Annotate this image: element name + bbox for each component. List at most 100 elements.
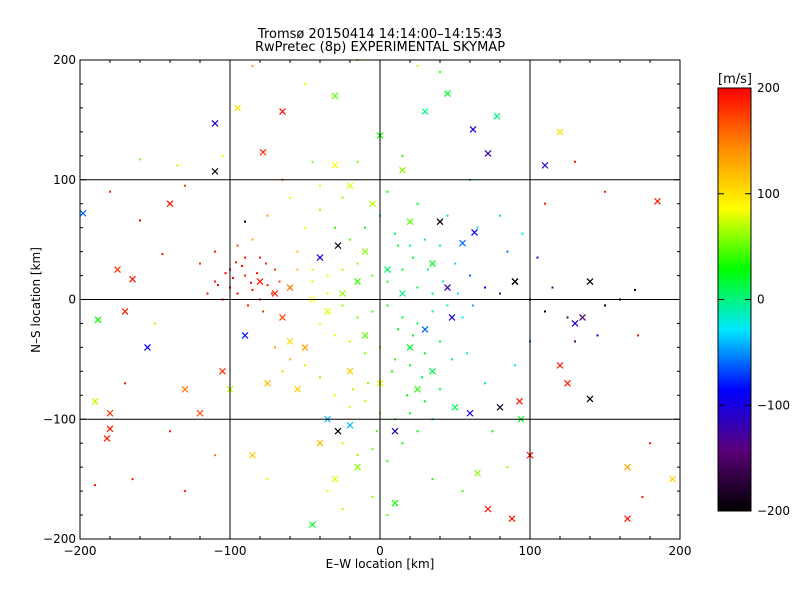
data-point-dot xyxy=(214,280,216,283)
data-point-dot xyxy=(596,334,599,337)
data-point-x xyxy=(211,120,219,127)
colorbar-tick-label: 200 xyxy=(757,81,780,95)
x-tick-label: 100 xyxy=(519,544,542,558)
data-point-x xyxy=(271,290,279,297)
data-point-x xyxy=(196,409,204,417)
data-point-x xyxy=(103,434,111,442)
y-tick-label: 0 xyxy=(68,293,76,307)
data-point-dot xyxy=(289,358,291,361)
data-point-x xyxy=(346,182,354,190)
data-point-dot xyxy=(296,268,299,271)
data-point-x xyxy=(586,278,594,285)
data-point-dot xyxy=(274,346,276,349)
data-point-x xyxy=(286,284,294,291)
data-point-dot xyxy=(409,364,411,367)
data-point-x xyxy=(406,218,414,226)
data-point-dot xyxy=(349,340,351,343)
data-point-dot xyxy=(124,382,126,385)
data-point-x xyxy=(384,266,391,273)
data-point-dot xyxy=(454,262,456,265)
data-point-dot xyxy=(139,158,141,161)
data-point-dot xyxy=(446,214,449,217)
data-point-dot xyxy=(251,288,254,291)
data-point-dot xyxy=(401,316,404,319)
data-point-x xyxy=(294,385,301,393)
data-point-dot xyxy=(649,442,651,445)
data-point-x xyxy=(339,290,346,297)
x-tick-label: −100 xyxy=(214,544,247,558)
data-point-x xyxy=(579,314,586,321)
data-point-dot xyxy=(386,304,389,307)
data-point-dot xyxy=(169,430,171,433)
data-point-dot xyxy=(319,322,321,325)
data-point-x xyxy=(211,167,219,175)
data-point-dot xyxy=(232,276,234,279)
data-point-x xyxy=(391,499,399,507)
data-point-dot xyxy=(221,154,224,157)
data-point-x xyxy=(429,367,436,375)
data-point-dot xyxy=(139,219,141,222)
data-point-x xyxy=(474,469,481,477)
data-point-dot xyxy=(476,226,479,229)
data-point-dot xyxy=(574,160,576,163)
data-point-dot xyxy=(241,264,243,267)
data-point-x xyxy=(496,403,504,411)
data-point-x xyxy=(94,316,102,324)
chart-title-line1: Tromsø 20150414 14:14:00–14:15:43 xyxy=(257,27,502,42)
data-point-dot xyxy=(266,478,269,481)
data-point-x xyxy=(421,108,429,115)
data-point-x xyxy=(399,290,406,297)
data-point-dot xyxy=(289,196,291,199)
data-point-dot xyxy=(416,64,419,67)
data-point-dot xyxy=(94,484,96,487)
data-point-x xyxy=(586,395,594,403)
data-point-x xyxy=(114,266,121,273)
colorbar-ticks: 200 100 0 −100 −200 xyxy=(718,81,790,518)
data-point-x xyxy=(448,314,456,321)
chart-title-line2: RwPretec (8p) EXPERIMENTAL SKYMAP xyxy=(255,40,505,55)
data-point-x xyxy=(181,385,189,393)
data-point-x xyxy=(331,161,339,169)
data-point-x xyxy=(654,197,661,205)
data-point-dot xyxy=(319,208,321,211)
data-point-dot xyxy=(466,352,468,355)
data-point-x xyxy=(106,425,114,433)
data-point-dot xyxy=(371,496,374,499)
scatter-points xyxy=(79,59,676,529)
data-point-dot xyxy=(214,454,216,457)
data-point-dot xyxy=(326,292,329,295)
data-point-x xyxy=(511,278,519,285)
data-point-dot xyxy=(251,238,254,241)
data-point-dot xyxy=(431,310,434,313)
data-point-dot xyxy=(472,304,474,307)
data-point-dot xyxy=(506,466,509,469)
data-point-dot xyxy=(412,334,414,337)
data-point-dot xyxy=(431,478,434,481)
data-point-dot xyxy=(176,164,179,167)
data-point-dot xyxy=(499,214,501,217)
data-point-dot xyxy=(386,514,389,517)
data-point-x xyxy=(234,104,241,112)
data-point-dot xyxy=(214,250,216,253)
data-point-x xyxy=(91,397,99,405)
data-point-x xyxy=(256,278,264,285)
data-point-dot xyxy=(236,244,239,247)
data-point-x xyxy=(316,254,324,262)
data-point-x xyxy=(301,343,309,351)
data-point-dot xyxy=(334,226,336,229)
data-point-dot xyxy=(364,226,366,229)
y-tick-label: −100 xyxy=(43,412,76,426)
data-point-dot xyxy=(364,400,366,403)
data-point-dot xyxy=(551,286,554,289)
data-point-dot xyxy=(484,286,486,289)
data-point-dot xyxy=(424,352,426,355)
data-point-dot xyxy=(416,430,419,433)
data-point-dot xyxy=(469,274,471,277)
data-point-x xyxy=(508,515,516,523)
data-point-dot xyxy=(491,430,494,433)
data-point-x xyxy=(429,260,436,267)
data-point-dot xyxy=(247,304,249,307)
data-point-dot xyxy=(409,244,411,247)
data-point-x xyxy=(346,367,354,375)
data-point-x xyxy=(493,112,501,120)
